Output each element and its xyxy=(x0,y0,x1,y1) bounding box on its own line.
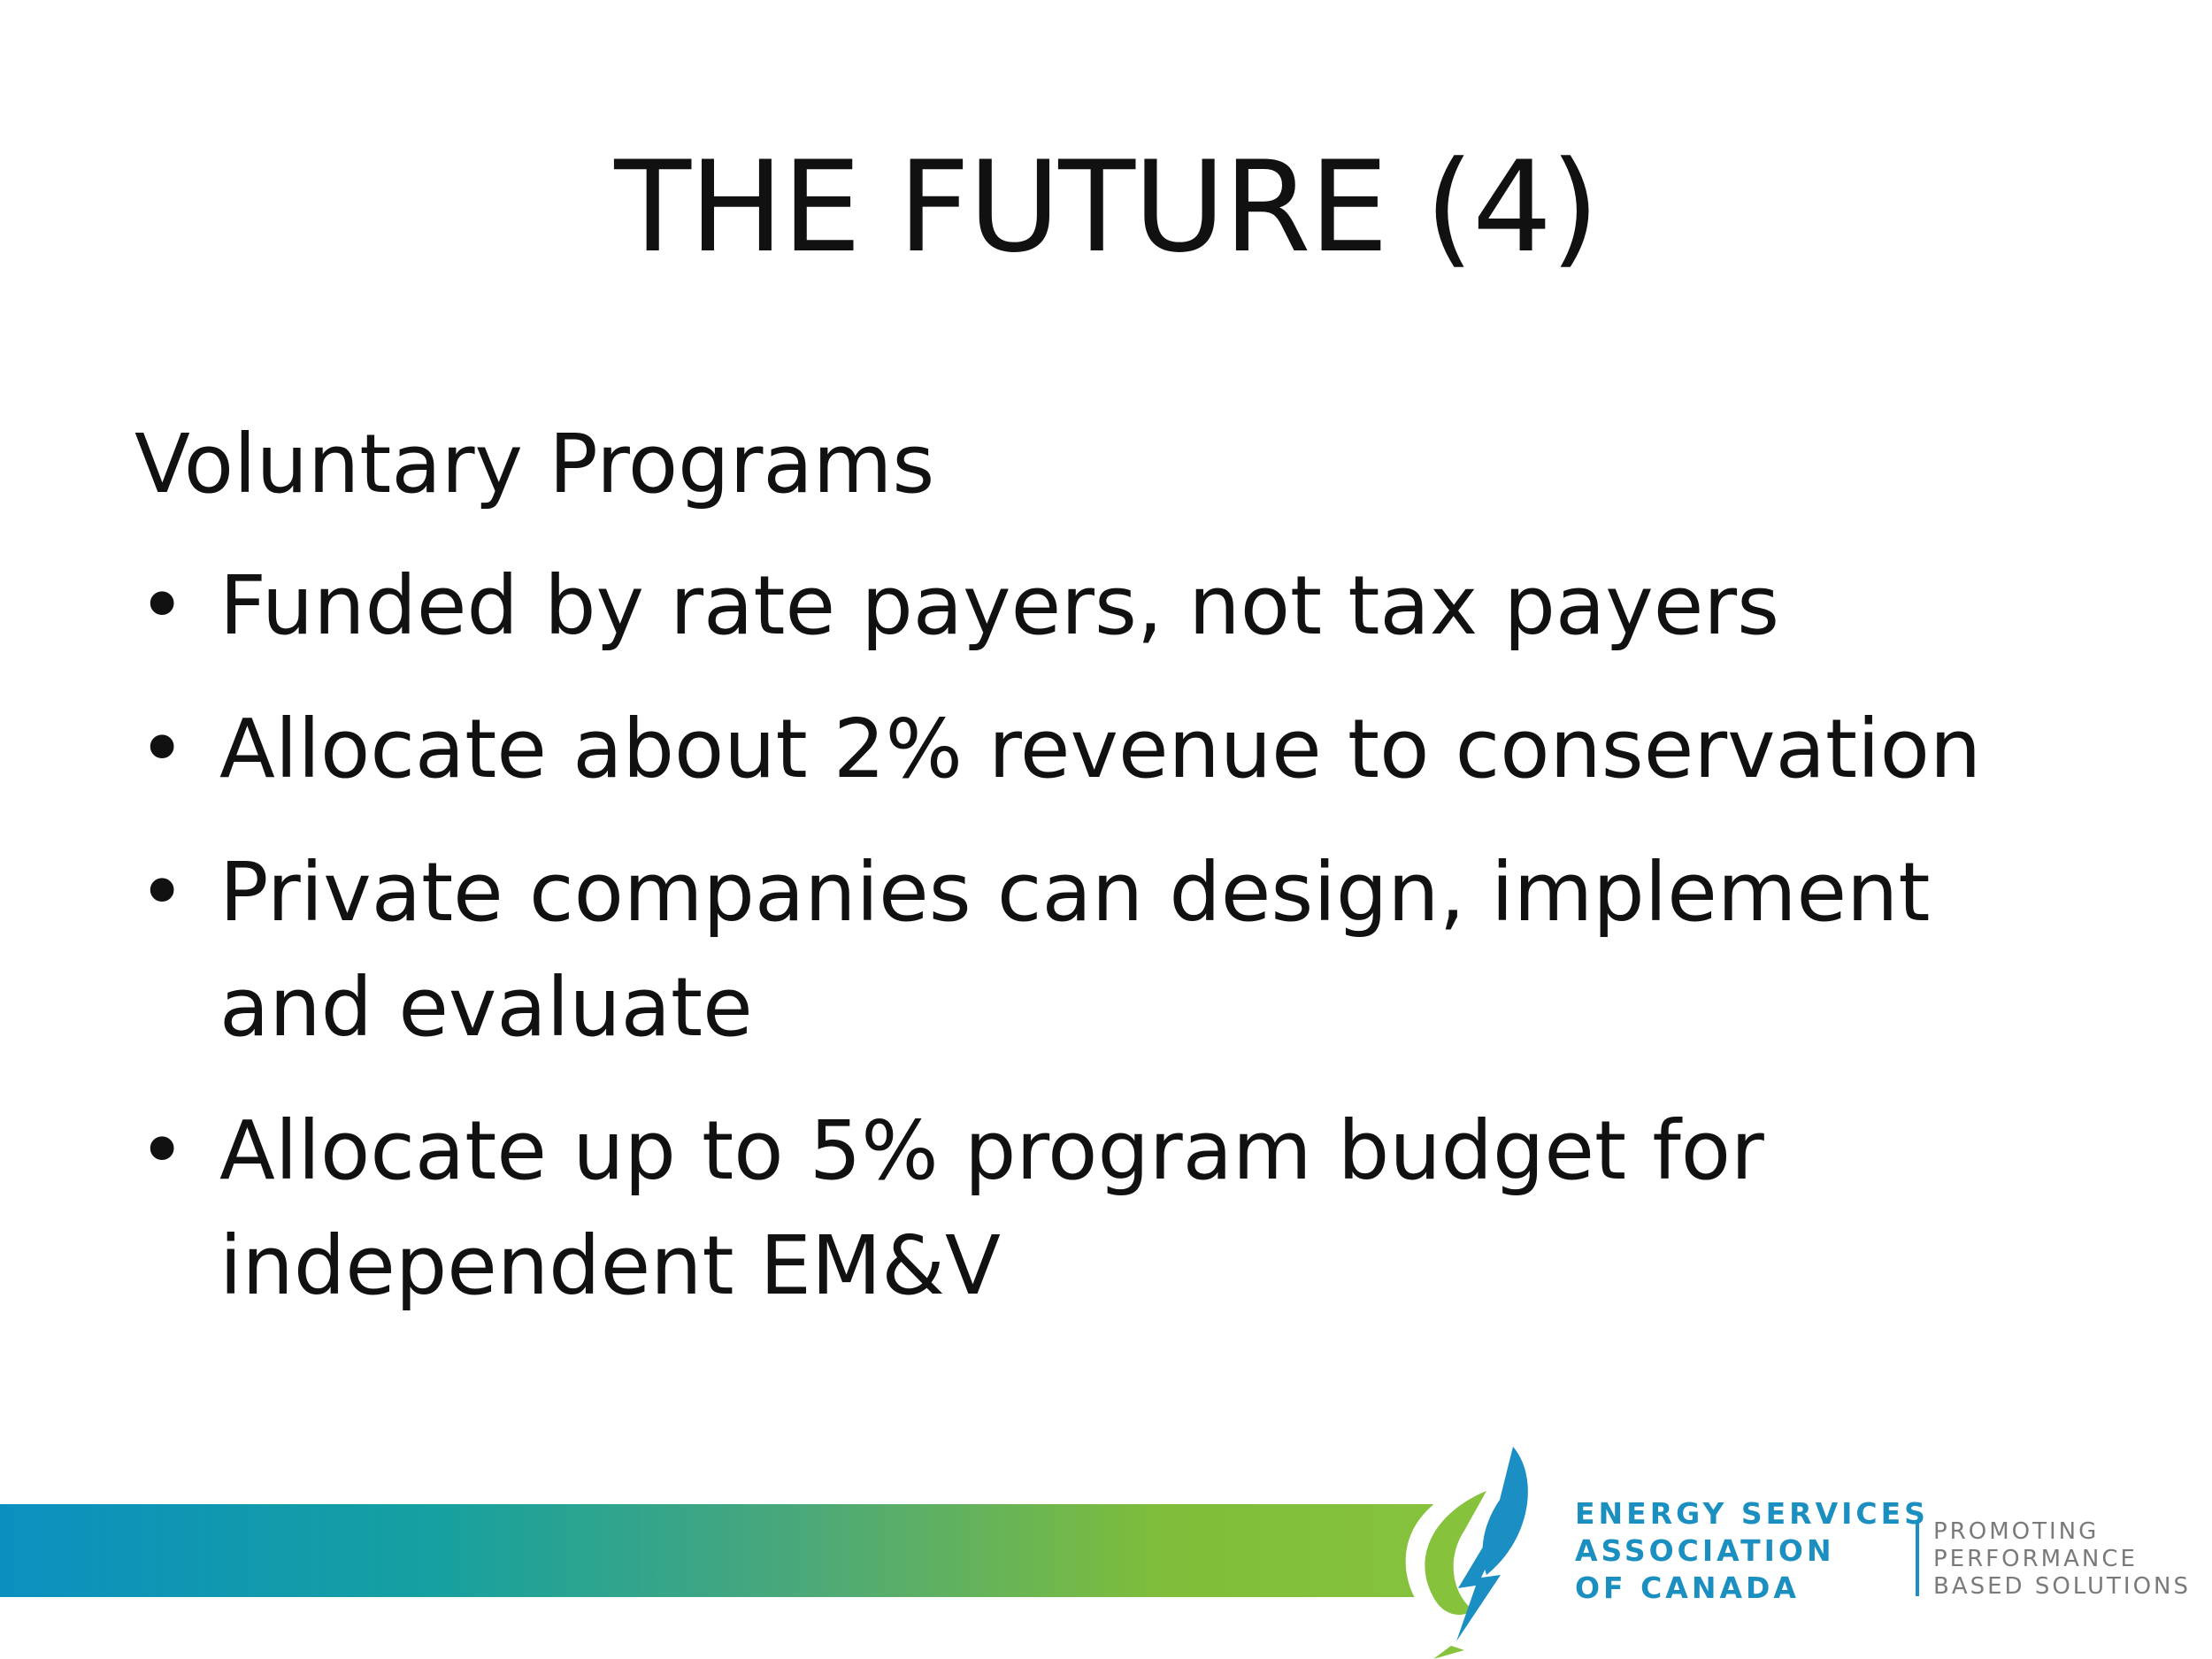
bullet-icon: • xyxy=(138,1103,187,1198)
bullet-icon: • xyxy=(138,558,187,653)
bullet-item: • Private companies can design, implemen… xyxy=(134,835,2037,1065)
tagline: PROMOTING PERFORMANCE BASED SOLUTIONS xyxy=(1933,1518,2191,1601)
organization-name: ENERGY SERVICES ASSOCIATION OF CANADA xyxy=(1575,1495,1929,1607)
bullet-list: • Funded by rate payers, not tax payers … xyxy=(134,549,2037,1324)
bullet-icon: • xyxy=(138,702,187,796)
bullet-item: • Allocate about 2% revenue to conservat… xyxy=(134,692,2037,807)
organization-name-line: ENERGY SERVICES xyxy=(1575,1496,1929,1531)
bullet-text: Funded by rate payers, not tax payers xyxy=(219,558,1780,653)
organization-name-line: OF CANADA xyxy=(1575,1571,1800,1605)
bullet-item: • Funded by rate payers, not tax payers xyxy=(134,549,2037,664)
bullet-text: Allocate about 2% revenue to conservatio… xyxy=(219,702,1982,796)
bullet-icon: • xyxy=(138,845,187,940)
bullet-text: Allocate up to 5% program budget for ind… xyxy=(219,1103,1764,1313)
footer-gradient-band xyxy=(0,1504,1451,1597)
slide-content: Voluntary Programs • Funded by rate paye… xyxy=(134,407,2037,1352)
slide-title: THE FUTURE (4) xyxy=(614,134,1599,280)
tagline-line: PERFORMANCE xyxy=(1933,1546,2138,1572)
footer-divider xyxy=(1916,1522,1919,1596)
section-heading: Voluntary Programs xyxy=(134,417,935,511)
organization-name-line: ASSOCIATION xyxy=(1575,1533,1835,1568)
tagline-line: BASED SOLUTIONS xyxy=(1933,1573,2191,1600)
bullet-text: Private companies can design, implement … xyxy=(219,845,1931,1055)
tagline-line: PROMOTING xyxy=(1933,1518,2100,1545)
bullet-item: • Allocate up to 5% program budget for i… xyxy=(134,1094,2037,1324)
leaf-lightning-icon xyxy=(1405,1447,1528,1659)
